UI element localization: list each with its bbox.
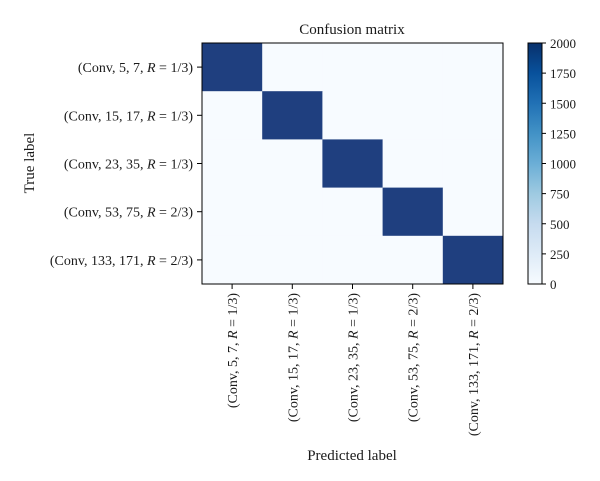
x-tick-label: (Conv, 5, 7, R = 1/3) xyxy=(226,293,241,408)
heatmap-cell xyxy=(442,139,504,188)
heatmap-cell xyxy=(202,91,263,140)
heatmap-cell xyxy=(322,235,383,285)
heatmap-cell xyxy=(382,43,444,92)
colorbar-tick-label: 1500 xyxy=(550,96,576,111)
colorbar-tick-label: 250 xyxy=(550,247,570,262)
heatmap-cell xyxy=(202,139,263,188)
colorbar-tick-label: 1250 xyxy=(550,126,576,141)
heatmap-cell xyxy=(382,235,444,285)
heatmap-cell xyxy=(442,91,504,140)
heatmap-cell xyxy=(322,43,383,92)
y-axis-label: True label xyxy=(22,133,38,194)
heatmap-cell xyxy=(442,43,504,92)
heatmap-cell xyxy=(382,187,444,237)
heatmap-cell xyxy=(202,235,263,285)
heatmap-cell xyxy=(262,235,323,285)
colorbar-tick-label: 1750 xyxy=(550,66,576,81)
colorbar-tick-label: 0 xyxy=(550,277,557,292)
x-axis: (Conv, 5, 7, R = 1/3) (Conv, 15, 17, R = … xyxy=(226,284,482,436)
y-tick-label: (Conv, 133, 171, R = 2/3) xyxy=(50,254,193,269)
heatmap-cell xyxy=(202,187,263,237)
colorbar-tick-label: 500 xyxy=(550,217,570,232)
y-tick-label: (Conv, 15, 17, R = 1/3) xyxy=(64,109,193,124)
x-tick-label: (Conv, 53, 75, R = 2/3) xyxy=(407,293,422,422)
heatmap-cell xyxy=(202,43,263,92)
heatmap-cell xyxy=(262,187,323,237)
heatmap-cell xyxy=(442,235,504,285)
x-tick-label: (Conv, 15, 17, R = 1/3) xyxy=(286,293,301,422)
heatmap-cell xyxy=(382,91,444,140)
x-axis-label: Predicted label xyxy=(307,448,397,464)
y-tick-label: (Conv, 5, 7, R = 1/3) xyxy=(78,61,193,76)
heatmap-cells xyxy=(202,43,504,285)
colorbar-tick-label: 750 xyxy=(550,187,570,202)
heatmap-cell xyxy=(262,139,323,188)
heatmap-cell xyxy=(322,139,383,188)
heatmap-cell xyxy=(382,139,444,188)
y-axis: (Conv, 5, 7, R = 1/3) (Conv, 15, 17, R = … xyxy=(50,61,202,269)
colorbar-axis: 0 250 500 750 1000 1250 1500 1750 2000 xyxy=(542,36,576,292)
colorbar-tick-label: 1000 xyxy=(550,157,576,172)
heatmap-cell xyxy=(322,91,383,140)
colorbar xyxy=(527,42,543,285)
heatmap-cell xyxy=(322,187,383,237)
chart-title: Confusion matrix xyxy=(299,22,405,38)
heatmap-cell xyxy=(442,187,504,237)
y-tick-label: (Conv, 53, 75, R = 2/3) xyxy=(64,206,193,221)
heatmap-cell xyxy=(262,91,323,140)
colorbar-tick-label: 2000 xyxy=(550,36,576,51)
heatmap-cell xyxy=(262,43,323,92)
y-tick-label: (Conv, 23, 35, R = 1/3) xyxy=(64,158,193,173)
x-tick-label: (Conv, 133, 171, R = 2/3) xyxy=(467,293,482,436)
x-tick-label: (Conv, 23, 35, R = 1/3) xyxy=(347,293,362,422)
